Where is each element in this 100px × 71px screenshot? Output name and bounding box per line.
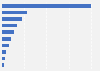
Bar (2, 37, 11, 41)
Bar (2, 50, 6, 54)
Bar (2, 4, 91, 8)
Bar (2, 30, 14, 34)
Bar (2, 24, 17, 27)
Bar (2, 17, 22, 21)
Bar (2, 57, 5, 60)
Bar (2, 44, 9, 47)
Bar (2, 63, 4, 67)
Bar (2, 11, 27, 14)
